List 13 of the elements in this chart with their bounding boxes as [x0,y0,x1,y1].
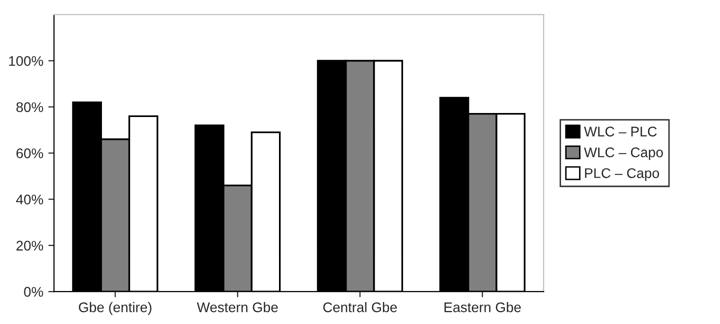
y-tick-label: 40% [16,194,44,204]
y-tick-label: 100% [9,56,44,66]
legend-label: WLC – PLC [584,126,657,136]
x-tick-label: Central Gbe [323,302,397,312]
y-tick-label: 80% [16,102,44,112]
y-tick-label: 60% [16,148,44,158]
legend-label: WLC – Capo [584,147,663,160]
x-tick-label: Western Gbe [196,302,278,312]
y-tick-label: 0% [24,286,44,297]
y-tick-label: 20% [16,240,44,251]
legend-label: PLC – Capo [585,168,660,181]
x-tick-label: Eastern Gbe [444,302,521,312]
x-tick-label: Gbe (entire) [78,302,152,315]
